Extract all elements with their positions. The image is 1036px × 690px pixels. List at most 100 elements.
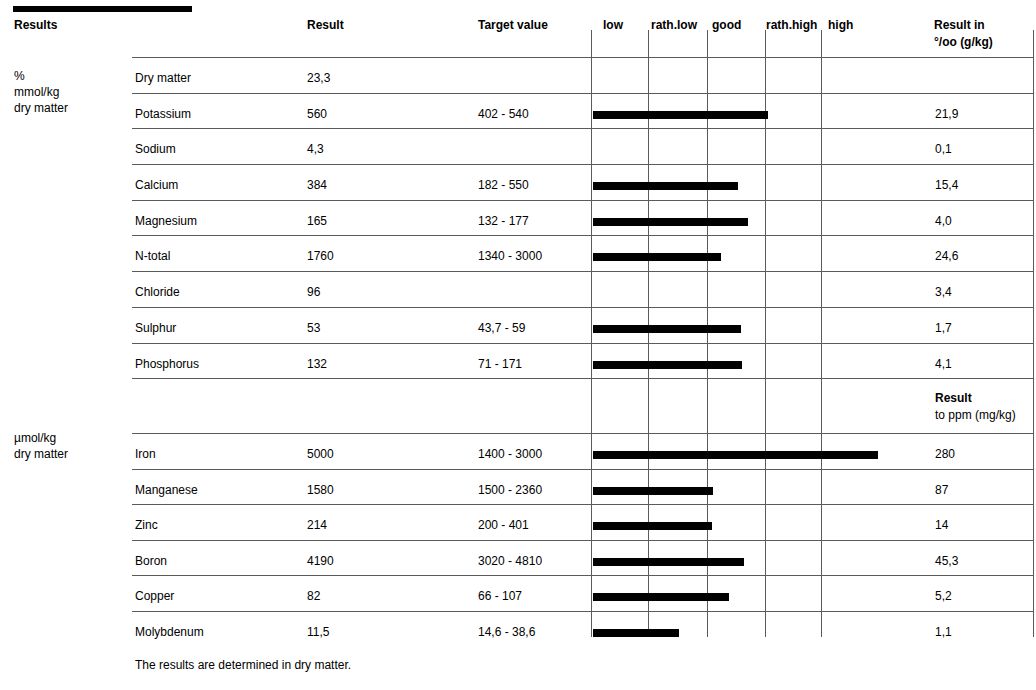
target-range: 1340 - 3000 [478,250,542,262]
table-row: Molybdenum 11,5 14,6 - 38,6 1,1 [132,611,1033,647]
table-row: Potassium 560 402 - 540 21,9 [132,93,1033,129]
footer-note: The results are determined in dry matter… [135,658,351,672]
converted-result-value: 21,9 [935,108,958,120]
lab-results-report: Results Result Target value low rath.low… [0,0,1036,690]
target-range: 182 - 550 [478,179,529,191]
converted-result-value: 0,1 [935,143,952,155]
converted-result-value: 87 [935,484,948,496]
result-value: 4190 [307,555,334,567]
result-value: 560 [307,108,327,120]
substance-label: Iron [135,448,156,460]
converted-result-value: 24,6 [935,250,958,262]
rating-bar [593,593,729,601]
rating-bar [593,253,721,261]
rating-bar [593,218,748,226]
substance-label: Boron [135,555,167,567]
target-range: 1400 - 3000 [478,448,542,460]
substance-label: Copper [135,590,174,602]
unit-dry-matter-2: dry matter [14,446,68,462]
result-value: 132 [307,358,327,370]
substance-label: Zinc [135,519,158,531]
unit-mmol-kg: mmol/kg [14,84,68,100]
substance-label: Dry matter [135,72,191,84]
table-row: Phosphorus 132 71 - 171 4,1 [132,343,1033,379]
target-range: 43,7 - 59 [478,322,525,334]
converted-result-value: 45,3 [935,555,958,567]
rating-bar [593,361,742,369]
table-row: Magnesium 165 132 - 177 4,0 [132,200,1033,236]
target-range: 3020 - 4810 [478,555,542,567]
result-value: 5000 [307,448,334,460]
target-column-header: Target value [478,18,548,32]
target-range: 71 - 171 [478,358,522,370]
converted-result-value: 280 [935,448,955,460]
converted-result-value: 1,1 [935,626,952,638]
substance-label: Phosphorus [135,358,199,370]
unit-dry-matter: dry matter [14,100,68,116]
result-value: 1580 [307,484,334,496]
target-range: 402 - 540 [478,108,529,120]
top-rule-bar [13,6,192,12]
substance-label: Calcium [135,179,178,191]
substance-label: Manganese [135,484,198,496]
target-range: 132 - 177 [478,215,529,227]
scale-label-low: low [603,18,623,32]
result-value: 4,3 [307,143,324,155]
table-row: Calcium 384 182 - 550 15,4 [132,164,1033,200]
rating-bar [593,111,768,119]
table-row: Iron 5000 1400 - 3000 280 [132,433,1033,469]
substance-label: Sulphur [135,322,176,334]
scale-label-rath-low: rath.low [651,18,697,32]
table-row: Sulphur5343,7 - 591,7 [132,307,1033,343]
result-column-header: Result [307,18,344,32]
result-in-header-line1: Result in [934,18,985,32]
rating-bar [593,522,712,530]
converted-result-value: 4,0 [935,215,952,227]
result-value: 82 [307,590,320,602]
converted-result-value: 5,2 [935,590,952,602]
rating-bar [593,558,744,566]
result-ppm-header: Resultto ppm (mg/kg) [935,390,1016,424]
unit-percent: % [14,68,68,84]
table-row: N-total17601340 - 300024,6 [132,235,1033,271]
table-row: Dry matter 23,3 [132,57,1033,93]
target-range: 66 - 107 [478,590,522,602]
result-value: 384 [307,179,327,191]
table-row: Zinc214200 - 40114 [132,504,1033,540]
result-ppm-header-line2: to ppm (mg/kg) [935,407,1016,424]
table-row: Manganese 1580 1500 - 2360 87 [132,469,1033,505]
converted-result-value: 4,1 [935,358,952,370]
result-ppm-header-line1: Result [935,390,1016,407]
substance-label: Chloride [135,286,180,298]
result-value: 96 [307,286,320,298]
converted-result-value: 3,4 [935,286,952,298]
micro-units-label: µmol/kg dry matter [14,430,68,462]
converted-result-value: 15,4 [935,179,958,191]
result-value: 1760 [307,250,334,262]
scale-label-high: high [828,18,853,32]
rating-bar [593,629,679,637]
rating-bar [593,182,738,190]
converted-result-value: 1,7 [935,322,952,334]
macro-units-label: % mmol/kg dry matter [14,68,68,116]
unit-umol-kg: µmol/kg [14,430,68,446]
table-row: Chloride 96 3,4 [132,271,1033,307]
result-value: 23,3 [307,72,330,84]
substance-label: Molybdenum [135,626,204,638]
table-row: Sodium 4,3 0,1 [132,128,1033,164]
result-in-header-line2: °/oo (g/kg) [934,35,993,49]
table-row: Copper 82 66 - 107 5,2 [132,575,1033,611]
result-value: 165 [307,215,327,227]
results-table: Dry matter 23,3 Potassium 560 402 - 540 21,9 S… [132,57,1033,646]
rating-bar [593,325,741,333]
target-range: 1500 - 2360 [478,484,542,496]
substance-label: Potassium [135,108,191,120]
substance-label: Sodium [135,143,176,155]
result-value: 11,5 [307,626,329,638]
substance-label: Magnesium [135,215,197,227]
scale-label-rath-high: rath.high [766,18,817,32]
table-right-border [1033,30,1034,637]
results-header: Results [14,18,57,32]
converted-result-value: 14 [935,519,948,531]
target-range: 14,6 - 38,6 [478,626,535,638]
